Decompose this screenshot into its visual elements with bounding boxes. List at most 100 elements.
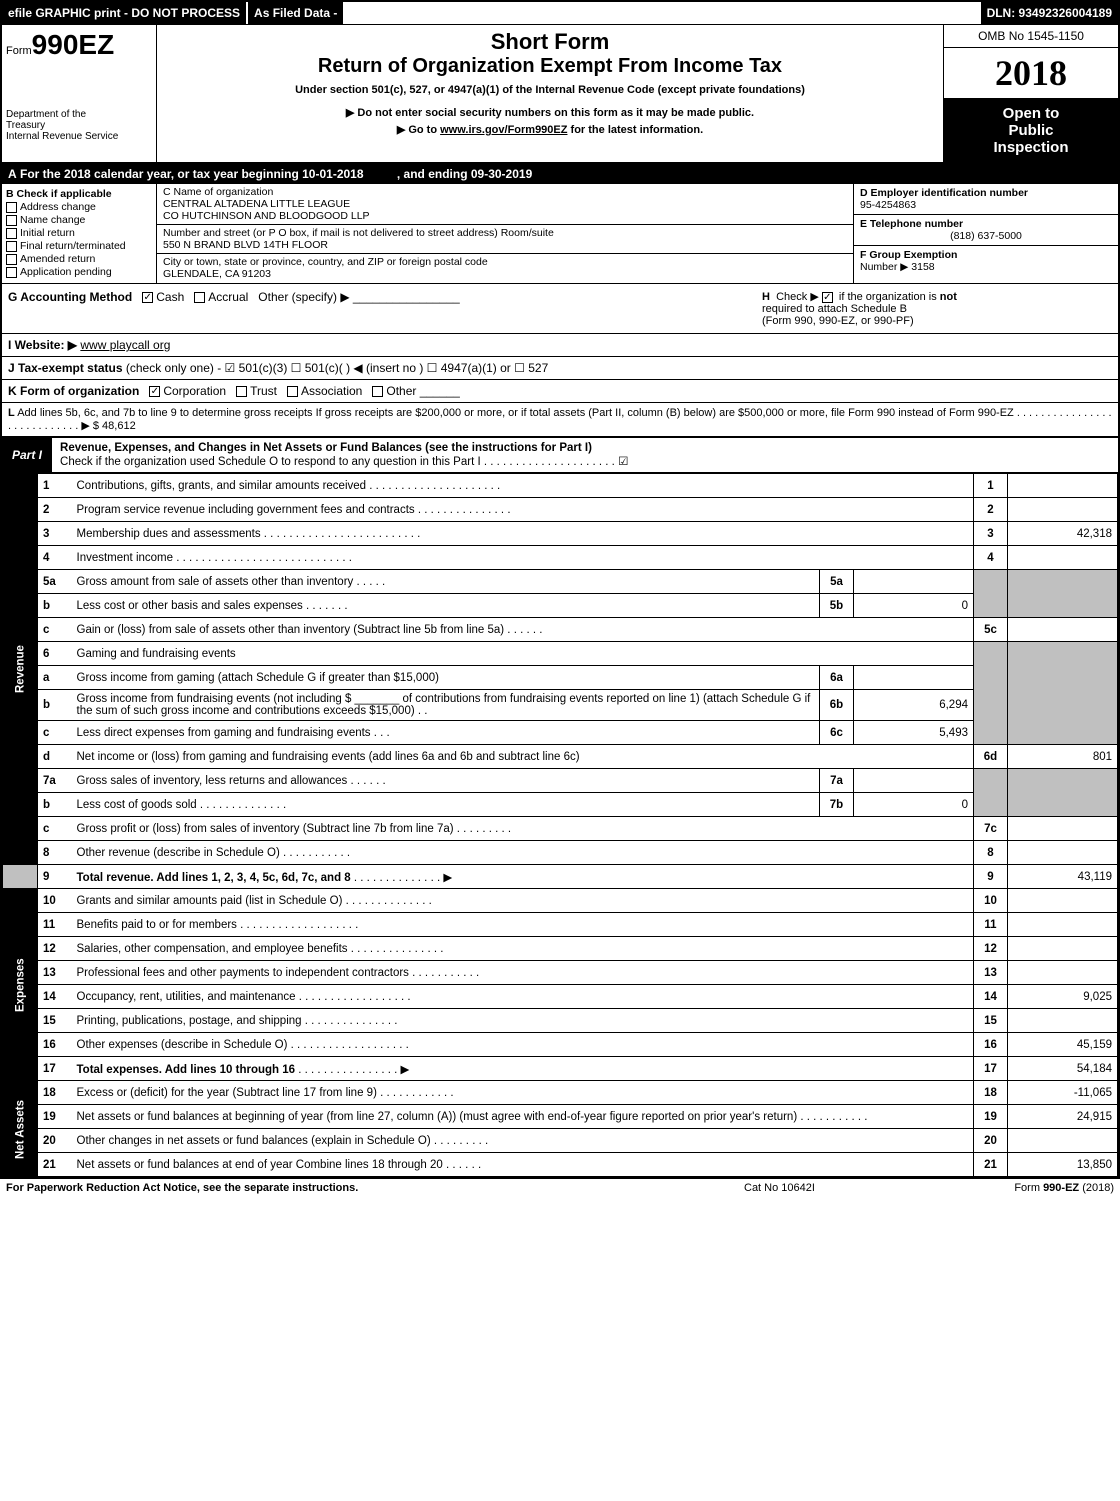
l1-num: 1 xyxy=(38,474,72,498)
l5a-desc: Gross amount from sale of assets other t… xyxy=(77,576,354,588)
row-k: K Form of organization ✓Corporation Trus… xyxy=(2,380,1118,403)
chk-assoc[interactable] xyxy=(287,386,298,397)
k-label: K Form of organization xyxy=(8,384,139,398)
chk-accrual[interactable] xyxy=(194,292,205,303)
h-text3: (Form 990, 990-EZ, or 990-PF) xyxy=(762,315,914,327)
open-line1: Open to xyxy=(948,105,1114,122)
l5c-rn: 5c xyxy=(974,618,1008,642)
l7b-mv: 0 xyxy=(854,793,974,817)
col-def: D Employer identification number 95-4254… xyxy=(853,184,1118,283)
l13-desc: Professional fees and other payments to … xyxy=(77,967,409,979)
chk-amended[interactable]: Amended return xyxy=(6,253,152,265)
phone-label: E Telephone number xyxy=(860,218,1112,230)
chk-corp[interactable]: ✓ xyxy=(149,386,160,397)
ein-label: D Employer identification number xyxy=(860,187,1112,199)
line-1: Revenue 1 Contributions, gifts, grants, … xyxy=(3,474,1118,498)
omb-number: OMB No 1545-1150 xyxy=(944,25,1118,48)
l17-num: 17 xyxy=(38,1057,72,1081)
line-6a: a Gross income from gaming (attach Sched… xyxy=(3,666,1118,690)
l10-rv xyxy=(1008,889,1118,913)
l12-num: 12 xyxy=(38,937,72,961)
l6c-mv: 5,493 xyxy=(854,721,974,745)
line-5a: 5a Gross amount from sale of assets othe… xyxy=(3,570,1118,594)
col-b: B Check if applicable Address change Nam… xyxy=(2,184,157,283)
dept-line3: Internal Revenue Service xyxy=(6,131,152,142)
line-9: 9 Total revenue. Add lines 1, 2, 3, 4, 5… xyxy=(3,865,1118,889)
l15-rv xyxy=(1008,1009,1118,1033)
city-label: City or town, state or province, country… xyxy=(163,256,847,268)
line-7c: c Gross profit or (loss) from sales of i… xyxy=(3,817,1118,841)
city-row: City or town, state or province, country… xyxy=(157,254,853,282)
website-value: www playcall org xyxy=(80,338,170,352)
l2-num: 2 xyxy=(38,498,72,522)
l3-num: 3 xyxy=(38,522,72,546)
row-a-text2: , and ending 09-30-2019 xyxy=(397,167,532,181)
chk-address[interactable]: Address change xyxy=(6,201,152,213)
row-g: G Accounting Method ✓Cash Accrual Other … xyxy=(8,290,762,327)
phone-value: (818) 637-5000 xyxy=(860,230,1112,242)
h-text2: required to attach Schedule B xyxy=(762,303,907,315)
row-gh: G Accounting Method ✓Cash Accrual Other … xyxy=(2,284,1118,334)
efile-label: efile GRAPHIC print - DO NOT PROCESS xyxy=(2,2,246,24)
l5b-mv: 0 xyxy=(854,594,974,618)
line-6d: d Net income or (loss) from gaming and f… xyxy=(3,745,1118,769)
l13-rn: 13 xyxy=(974,961,1008,985)
line-7b: b Less cost of goods sold . . . . . . . … xyxy=(3,793,1118,817)
l15-desc: Printing, publications, postage, and shi… xyxy=(77,1015,302,1027)
chk-name[interactable]: Name change xyxy=(6,214,152,226)
h-label: H xyxy=(762,291,770,303)
l7a-num: 7a xyxy=(38,769,72,793)
l5b-desc: Less cost or other basis and sales expen… xyxy=(77,600,303,612)
l11-desc: Benefits paid to or for members xyxy=(77,919,237,931)
chk-trust[interactable] xyxy=(236,386,247,397)
l14-num: 14 xyxy=(38,985,72,1009)
line-3: 3 Membership dues and assessments . . . … xyxy=(3,522,1118,546)
l3-desc: Membership dues and assessments xyxy=(77,528,261,540)
chk-cash[interactable]: ✓ xyxy=(142,292,153,303)
form-title: Return of Organization Exempt From Incom… xyxy=(165,55,935,78)
side-expenses: Expenses xyxy=(3,889,38,1081)
l20-desc: Other changes in net assets or fund bala… xyxy=(77,1135,431,1147)
chk-final[interactable]: Final return/terminated xyxy=(6,240,152,252)
l6d-desc: Net income or (loss) from gaming and fun… xyxy=(72,745,974,769)
l5b-num: b xyxy=(38,594,72,618)
l12-rn: 12 xyxy=(974,937,1008,961)
l12-desc: Salaries, other compensation, and employ… xyxy=(77,943,348,955)
corp-label: Corporation xyxy=(163,384,226,398)
l9-desc: Total revenue. Add lines 1, 2, 3, 4, 5c,… xyxy=(77,872,351,884)
line-4: 4 Investment income . . . . . . . . . . … xyxy=(3,546,1118,570)
l18-rv: -11,065 xyxy=(1008,1081,1118,1105)
open-to-public: Open to Public Inspection xyxy=(944,99,1118,162)
org-name1: CENTRAL ALTADENA LITTLE LEAGUE xyxy=(163,198,847,210)
l1-rv xyxy=(1008,474,1118,498)
l6d-rn: 6d xyxy=(974,745,1008,769)
assoc-label: Association xyxy=(301,384,362,398)
accrual-label: Accrual xyxy=(208,290,248,304)
open-line2: Public xyxy=(948,122,1114,139)
l7a-mn: 7a xyxy=(820,769,854,793)
dept-block: Department of the Treasury Internal Reve… xyxy=(6,109,152,142)
l19-rv: 24,915 xyxy=(1008,1105,1118,1129)
org-name-row: C Name of organization CENTRAL ALTADENA … xyxy=(157,184,853,225)
chk-initial[interactable]: Initial return xyxy=(6,227,152,239)
chk-pending[interactable]: Application pending xyxy=(6,266,152,278)
chk-other[interactable] xyxy=(372,386,383,397)
l8-num: 8 xyxy=(38,841,72,865)
l17-desc: Total expenses. Add lines 10 through 16 xyxy=(77,1064,296,1076)
l5c-desc: Gain or (loss) from sale of assets other… xyxy=(77,624,505,636)
phone-row: E Telephone number (818) 637-5000 xyxy=(854,215,1118,246)
l7a-desc: Gross sales of inventory, less returns a… xyxy=(77,775,348,787)
line-11: 11 Benefits paid to or for members . . .… xyxy=(3,913,1118,937)
l7c-rv xyxy=(1008,817,1118,841)
line-7a: 7a Gross sales of inventory, less return… xyxy=(3,769,1118,793)
l11-num: 11 xyxy=(38,913,72,937)
header-left: Form990EZ Department of the Treasury Int… xyxy=(2,25,157,162)
l6b-num: b xyxy=(38,690,72,721)
l3-rn: 3 xyxy=(974,522,1008,546)
l21-num: 21 xyxy=(38,1153,72,1177)
l9-arrow: ▶ xyxy=(443,872,452,884)
l17-rn: 17 xyxy=(974,1057,1008,1081)
group-label: F Group Exemption xyxy=(860,249,957,261)
l16-rv: 45,159 xyxy=(1008,1033,1118,1057)
l6b-mn: 6b xyxy=(820,690,854,721)
